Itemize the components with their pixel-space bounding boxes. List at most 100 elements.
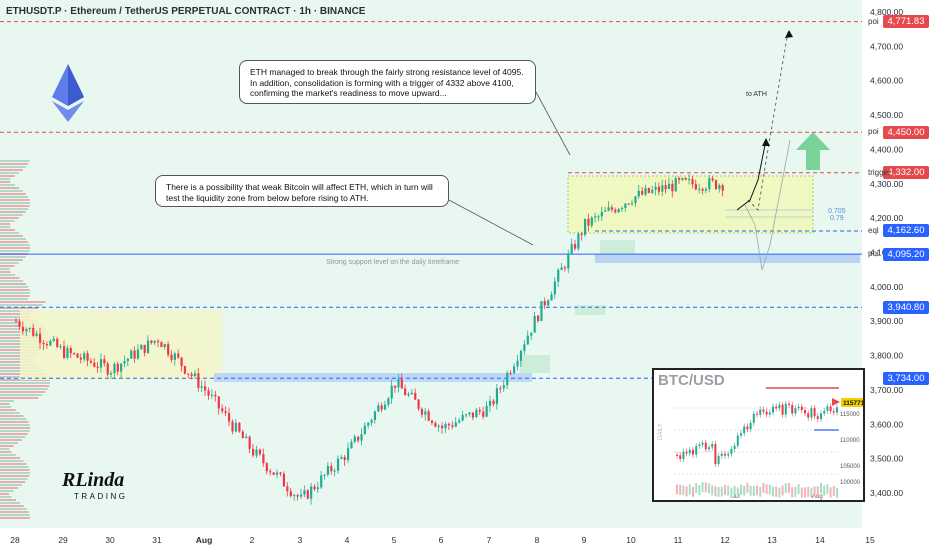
volume-profile-bar	[0, 268, 10, 270]
candle-body	[647, 187, 650, 193]
candle-body	[704, 189, 708, 191]
candle-body	[701, 188, 704, 191]
inset-volume-bar	[740, 484, 742, 495]
candle-body	[383, 404, 387, 410]
candle-body	[210, 394, 214, 396]
inset-volume-bar	[714, 486, 717, 497]
candle-body	[420, 408, 424, 415]
candle-body	[377, 405, 380, 412]
inset-volume-bar	[676, 484, 678, 495]
candle-body	[547, 300, 550, 306]
candle-body	[143, 344, 146, 353]
inset-volume-bar	[698, 485, 701, 496]
volume-profile-bar	[0, 382, 50, 384]
inset-volume-bar	[762, 482, 765, 493]
volume-profile-bar	[0, 175, 15, 177]
volume-profile-bar	[0, 514, 30, 516]
volume-profile-bar	[0, 187, 20, 189]
candle-body	[200, 386, 203, 388]
candle-body	[293, 495, 296, 497]
inset-volume-bar	[800, 487, 803, 498]
price-level-label: 3,940.80	[883, 300, 929, 314]
candle-body	[543, 301, 546, 306]
inset-candle-body	[813, 408, 816, 417]
candle-body	[63, 346, 66, 358]
candle-body	[269, 471, 272, 473]
inset-volume-bar	[765, 484, 768, 495]
volume-profile-bar	[0, 463, 27, 465]
volume-profile-bar	[0, 511, 29, 513]
candle-body	[170, 354, 173, 360]
candle-body	[714, 180, 718, 189]
inset-volume-bar	[682, 485, 685, 496]
volume-profile-bar	[0, 205, 30, 207]
ethereum-icon-shade	[68, 64, 84, 106]
candle-body	[471, 412, 475, 418]
candle-body	[49, 340, 52, 346]
volume-profile-bar	[0, 166, 26, 168]
x-tick-label: 30	[105, 535, 115, 545]
candle-body	[600, 211, 603, 217]
inset-price-tag: 115771	[843, 400, 863, 407]
inset-candle-body	[810, 408, 813, 418]
volume-profile-bar	[0, 172, 20, 174]
candle-body	[103, 359, 106, 364]
candle-body	[258, 449, 262, 455]
candle-body	[180, 357, 183, 367]
volume-profile-bar	[0, 385, 50, 387]
candle-body	[357, 436, 360, 441]
volume-profile-bar	[0, 274, 16, 276]
inset-candle-body	[749, 422, 752, 430]
inset-candle-body	[720, 453, 723, 457]
volume-profile-bar	[0, 394, 43, 396]
inset-candle-body	[714, 444, 717, 464]
inset-candle-body	[765, 411, 768, 415]
volume-profile-bar	[0, 451, 12, 453]
x-tick-label: 9	[582, 535, 587, 545]
candle-body	[323, 474, 326, 476]
price-level-label: 4,771.83	[883, 15, 929, 29]
candle-body	[584, 218, 587, 235]
candle-body	[560, 267, 563, 270]
x-tick-label: 8	[535, 535, 540, 545]
candle-body	[495, 388, 499, 405]
y-tick-label: 3,400.00	[870, 488, 903, 498]
inset-candle-body	[829, 406, 832, 412]
candle-body	[316, 487, 319, 490]
candle-body	[485, 405, 488, 417]
candle-body	[86, 353, 89, 361]
inset-volume-bar	[810, 487, 813, 498]
rlinda-logo: RLinda TRADING	[60, 468, 130, 504]
inset-candle-body	[682, 451, 685, 459]
volume-profile-bar	[0, 448, 10, 450]
volume-profile-bar	[0, 277, 20, 279]
candle-body	[272, 472, 275, 475]
support-level-text: Strong support level on the daily timefr…	[326, 259, 459, 266]
candle-body	[620, 207, 624, 209]
candle-body	[563, 267, 567, 269]
volume-profile-bar	[0, 460, 24, 462]
inset-y-tick: 115000	[840, 412, 860, 418]
candle-body	[492, 400, 495, 405]
candle-body	[681, 178, 684, 180]
volume-profile-bar	[0, 208, 29, 210]
inset-volume-bar	[695, 483, 698, 494]
inset-volume-bar	[701, 482, 704, 493]
candle-body	[193, 373, 197, 377]
inset-candle-body	[772, 406, 774, 413]
candle-body	[530, 332, 533, 336]
volume-profile-bar	[0, 214, 23, 216]
candle-body	[641, 190, 644, 195]
candle-body	[340, 457, 343, 459]
y-tick-label: 4,400.00	[870, 144, 903, 154]
candle-body	[553, 281, 556, 295]
inset-candle-body	[756, 413, 758, 415]
ath-arrowhead	[785, 30, 793, 38]
inset-candle-body	[820, 413, 822, 419]
candle-body	[238, 422, 241, 432]
candle-body	[336, 458, 340, 471]
consolidation-range	[567, 175, 814, 234]
candle-body	[296, 495, 299, 497]
volume-profile-bar	[0, 244, 30, 246]
